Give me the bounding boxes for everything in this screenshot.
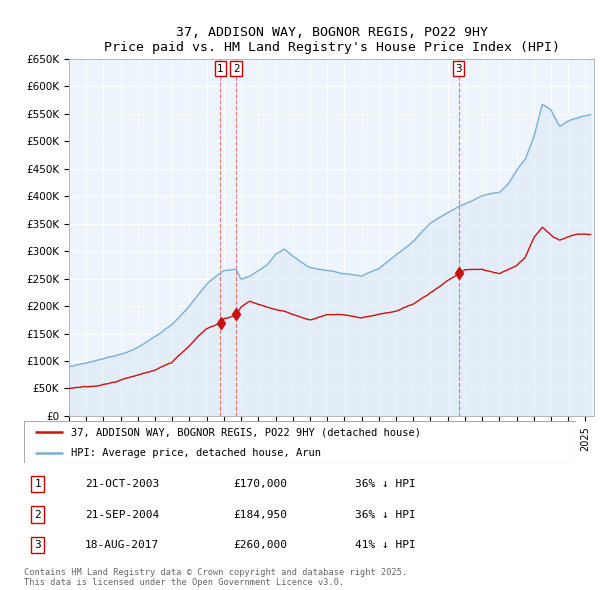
- Text: 1: 1: [217, 64, 224, 74]
- Text: 41% ↓ HPI: 41% ↓ HPI: [355, 540, 416, 550]
- Text: Contains HM Land Registry data © Crown copyright and database right 2025.
This d: Contains HM Land Registry data © Crown c…: [24, 568, 407, 587]
- Text: £184,950: £184,950: [234, 510, 288, 520]
- Text: 18-AUG-2017: 18-AUG-2017: [85, 540, 159, 550]
- Text: 36% ↓ HPI: 36% ↓ HPI: [355, 479, 416, 489]
- Text: 2: 2: [34, 510, 41, 520]
- Text: 1: 1: [34, 479, 41, 489]
- Text: 3: 3: [34, 540, 41, 550]
- Text: 2: 2: [233, 64, 239, 74]
- Text: 21-SEP-2004: 21-SEP-2004: [85, 510, 159, 520]
- Title: 37, ADDISON WAY, BOGNOR REGIS, PO22 9HY
Price paid vs. HM Land Registry's House : 37, ADDISON WAY, BOGNOR REGIS, PO22 9HY …: [104, 26, 560, 54]
- Text: 21-OCT-2003: 21-OCT-2003: [85, 479, 159, 489]
- Text: 36% ↓ HPI: 36% ↓ HPI: [355, 510, 416, 520]
- Text: 37, ADDISON WAY, BOGNOR REGIS, PO22 9HY (detached house): 37, ADDISON WAY, BOGNOR REGIS, PO22 9HY …: [71, 427, 421, 437]
- Text: £170,000: £170,000: [234, 479, 288, 489]
- Text: 3: 3: [455, 64, 462, 74]
- Text: £260,000: £260,000: [234, 540, 288, 550]
- Text: HPI: Average price, detached house, Arun: HPI: Average price, detached house, Arun: [71, 448, 321, 457]
